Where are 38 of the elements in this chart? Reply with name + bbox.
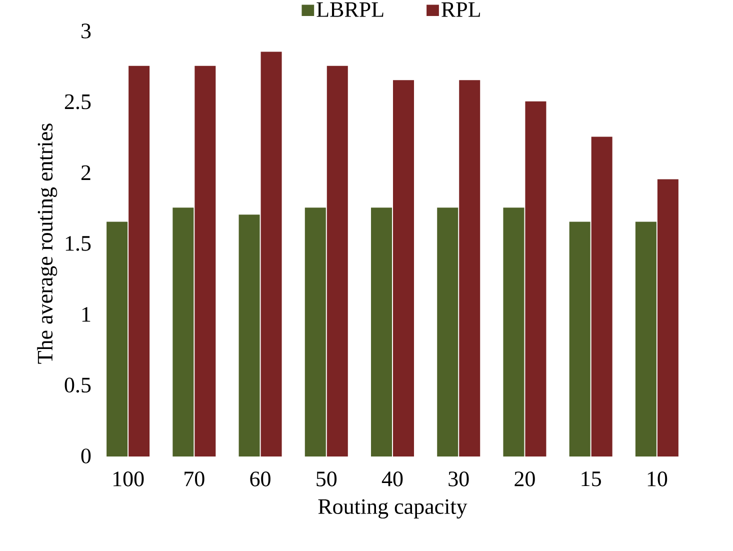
y-axis-title: The average routing entries [37,124,58,364]
bar [172,208,194,456]
x-axis-title: Routing capacity [318,499,468,519]
bar [569,222,590,456]
y-tick-label: 1.5 [66,236,91,251]
x-tick-label: 70 [184,472,204,486]
x-tick-label: 100 [113,472,144,486]
bar [591,136,612,456]
y-tick-label: 1 [82,307,90,322]
x-tick-label: 40 [382,472,403,486]
bar [238,214,260,456]
bar [459,80,480,456]
bar [128,66,150,456]
bar [393,80,414,456]
y-tick-label: 2.5 [64,94,91,110]
x-tick-label: 50 [316,472,337,486]
bar [326,66,348,456]
bar [525,101,546,456]
bar [657,179,678,456]
y-tick-label: 0.5 [64,378,91,393]
bar [194,66,216,456]
bar [371,208,392,456]
x-tick-label: 15 [582,472,601,486]
bar [503,208,524,456]
y-tick-label: 3 [82,24,91,38]
x-tick-label: 20 [514,472,535,486]
legend-label: RPL [442,2,480,17]
x-tick-label: 60 [250,472,270,486]
y-tick-label: 0 [81,448,91,464]
legend-label: LBRPL [316,2,384,17]
bar [304,208,326,456]
bar [106,222,128,456]
x-tick-label: 10 [648,472,668,486]
bar [635,222,656,456]
bar [260,52,282,456]
x-tick-label: 30 [448,472,469,486]
y-tick-label: 2 [81,165,90,180]
bar [437,208,458,456]
